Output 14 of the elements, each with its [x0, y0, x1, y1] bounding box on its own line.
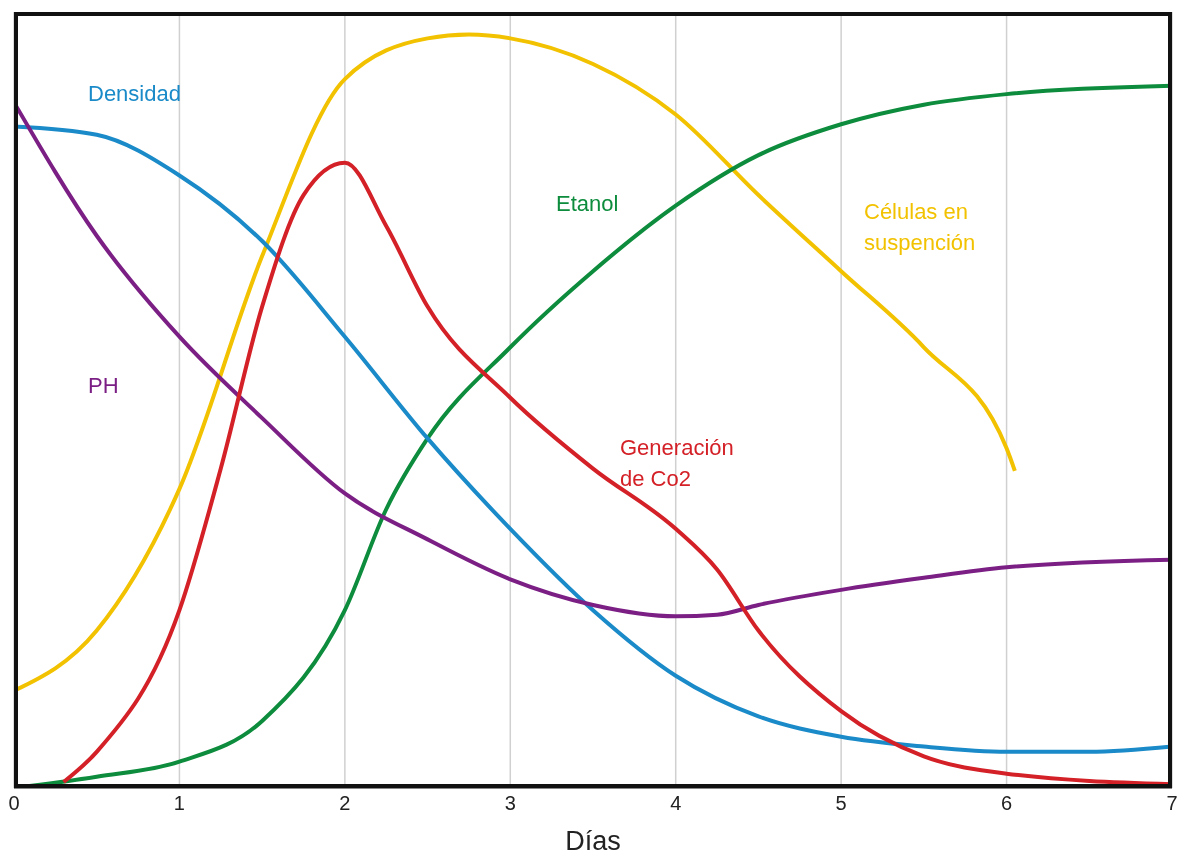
x-axis-title: Días: [565, 826, 621, 856]
text: PH: [88, 372, 120, 400]
x-tick-label: 0: [8, 792, 20, 815]
x-tick-label: 6: [1001, 792, 1013, 815]
x-tick-label: 5: [835, 792, 847, 815]
x-tick-label: 4: [670, 792, 682, 815]
x-tick-label: 3: [504, 792, 516, 815]
series-label: Etanol: [556, 190, 620, 218]
series-label: Células en suspención: [864, 198, 977, 257]
x-tick-label: 1: [173, 792, 185, 815]
series-label: Generación de Co2: [620, 434, 735, 493]
x-tick-label: 7: [1166, 792, 1178, 815]
series-label: Densidad: [88, 80, 182, 108]
x-tick-label: 2: [339, 792, 351, 815]
